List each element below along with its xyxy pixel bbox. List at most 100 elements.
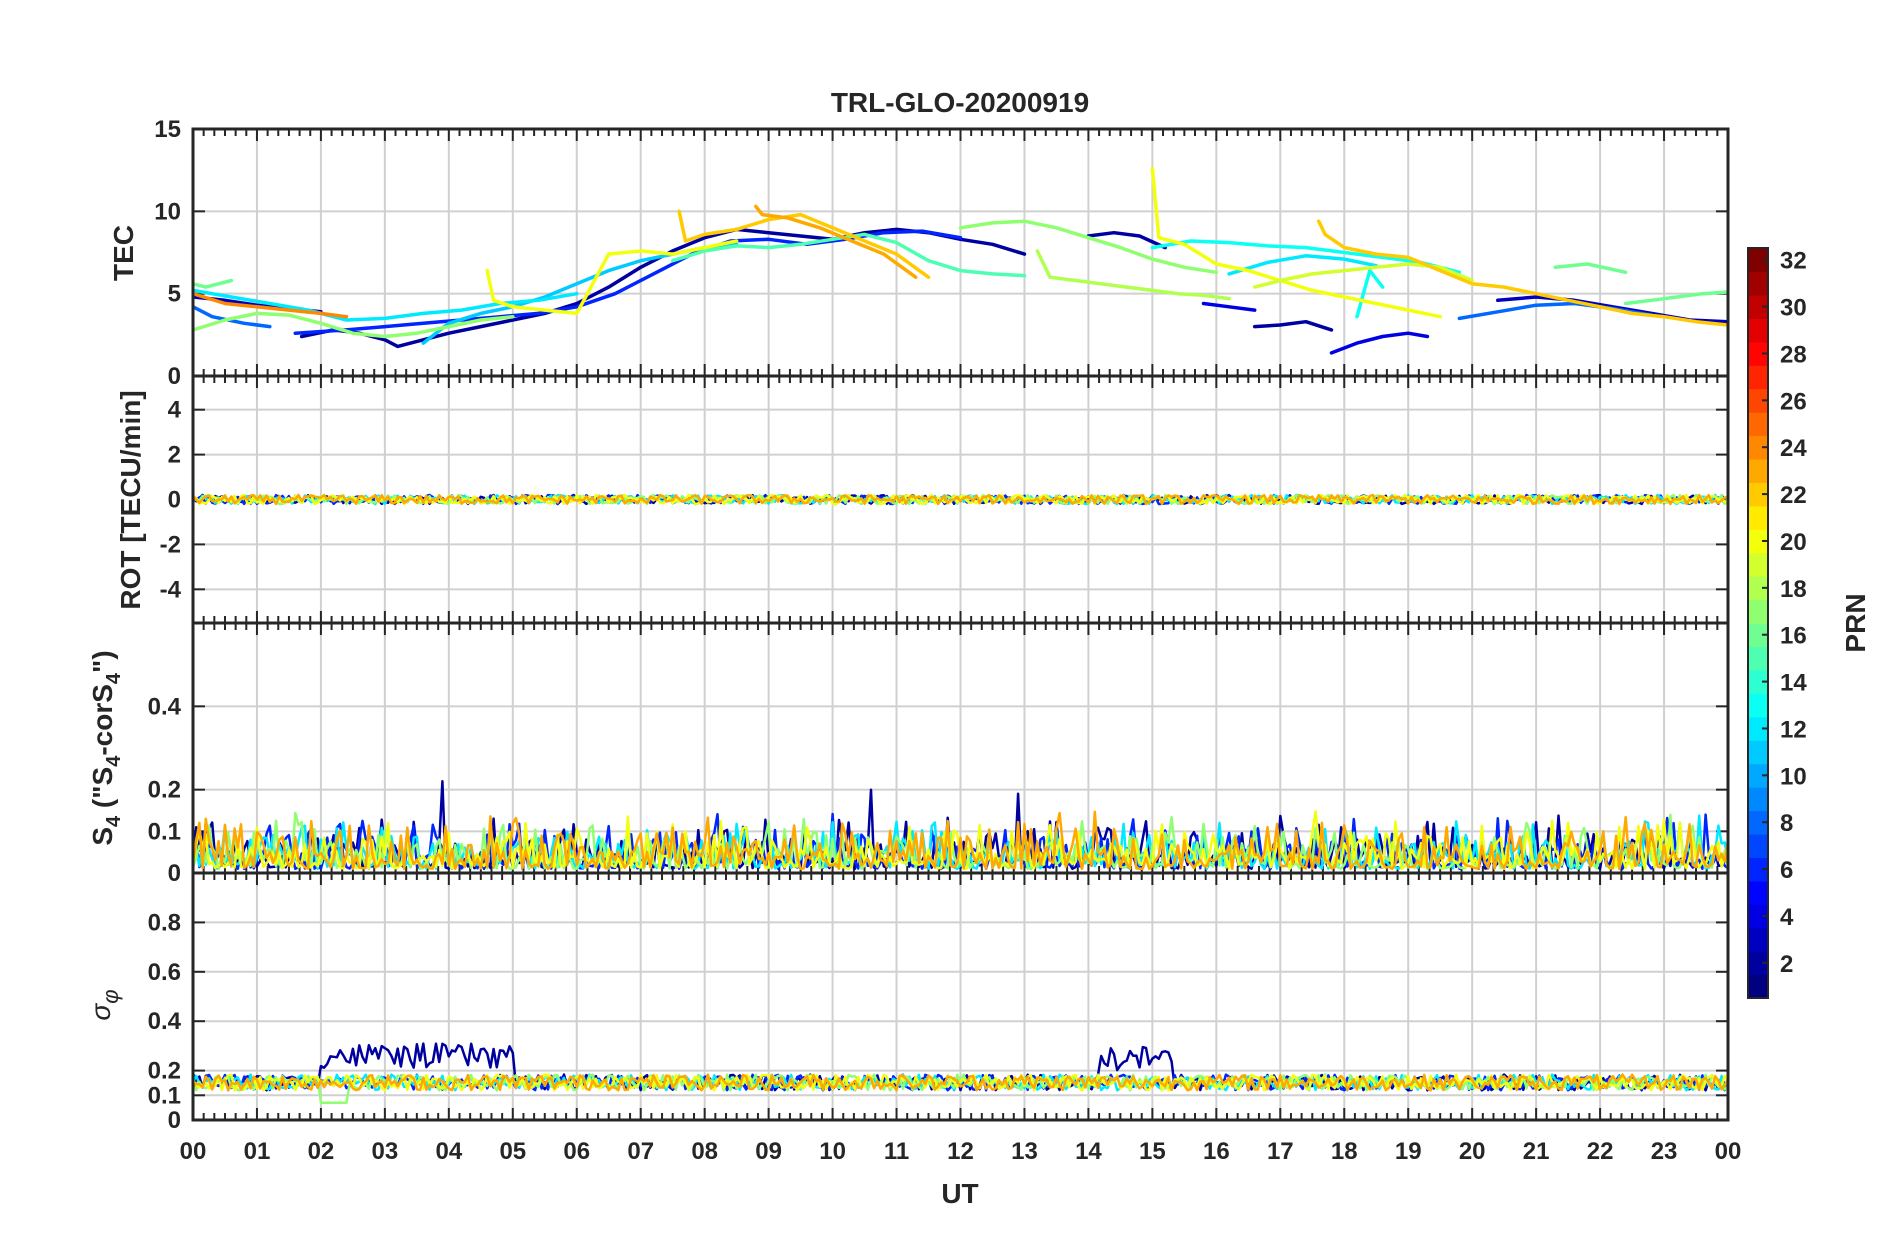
colorbar-swatch: [1748, 904, 1768, 929]
s4-ytick-label: 0: [168, 860, 181, 887]
x-tick-label: 10: [819, 1138, 846, 1165]
rot-ytick-label: -2: [160, 531, 181, 558]
sigma-ylabel: σφ: [85, 989, 123, 1020]
tec-series-prn-16: [193, 278, 234, 289]
colorbar-swatch: [1748, 341, 1768, 366]
x-tick-label: 17: [1267, 1138, 1294, 1165]
s4-ylabel: S4 ("S4-corS4"): [87, 650, 125, 845]
sigma-plot-area: [193, 1042, 1728, 1104]
s4-ytick-label: 0.4: [148, 693, 182, 720]
rot-series-prn-23: [193, 493, 1728, 506]
colorbar-tick-label: 20: [1780, 529, 1807, 556]
sigma-ytick-label: 0: [168, 1107, 181, 1134]
colorbar-swatch: [1748, 482, 1768, 507]
colorbar-swatch: [1748, 576, 1768, 601]
colorbar-tick-label: 4: [1780, 904, 1794, 931]
s4-series-prn-2: [193, 780, 1728, 871]
colorbar-swatch: [1748, 646, 1768, 671]
tec-series-prn-6: [293, 229, 963, 335]
colorbar-swatch: [1748, 599, 1768, 624]
sigma-ytick-label: 0.4: [148, 1008, 182, 1035]
tec-ytick-label: 10: [154, 198, 181, 225]
tec-series-prn-4: [1329, 331, 1430, 355]
s4-ytick-label: 0.2: [148, 777, 181, 804]
colorbar-swatch: [1748, 880, 1768, 905]
x-tick-label: 08: [691, 1138, 718, 1165]
colorbar-tick-label: 18: [1780, 576, 1807, 603]
s4-ylabel-rest: ("S: [87, 767, 118, 816]
tec-panel: 0 5 10 15 TEC: [108, 116, 1730, 390]
s4-plot-area: [193, 780, 1728, 871]
sigma-ytick-label: 0.6: [148, 959, 181, 986]
colorbar-tick-label: 2: [1780, 951, 1793, 978]
colorbar-tick-label: 8: [1780, 810, 1793, 837]
x-tick-label: 00: [180, 1138, 207, 1165]
colorbar-tick-label: 14: [1780, 670, 1807, 697]
x-tick-label: 21: [1523, 1138, 1550, 1165]
rot-ytick-label: 2: [168, 442, 181, 469]
x-tick-label: 11: [884, 1138, 909, 1165]
colorbar-tick-label: 26: [1780, 388, 1807, 415]
s4-ylabel-end: "): [87, 650, 118, 673]
colorbar-swatches: [1748, 248, 1768, 999]
x-tick-label: 09: [755, 1138, 782, 1165]
s4-panel: 0 0.1 0.2 0.4 S4 ("S4-corS4"): [87, 621, 1730, 887]
tec-series-prn-18: [1035, 249, 1231, 301]
tec-series-prn-16: [1553, 262, 1628, 275]
colorbar-tick-label: 10: [1780, 763, 1807, 790]
sigma-panel: 00.10.2 0.4 0.6 0.8 σφ: [85, 871, 1730, 1134]
tec-series-prn-2: [1086, 230, 1167, 250]
colorbar-swatch: [1748, 552, 1768, 577]
x-tick-label: 12: [947, 1138, 974, 1165]
s4-series-prn-20: [193, 810, 1728, 871]
colorbar-swatch: [1748, 294, 1768, 319]
colorbar-tick-label: 12: [1780, 716, 1807, 743]
x-tick-label: 18: [1331, 1138, 1358, 1165]
tec-series-prn-16: [1623, 290, 1728, 306]
colorbar-swatch: [1748, 318, 1768, 343]
chart-title: TRL-GLO-20200919: [831, 87, 1089, 118]
x-tick-label: 05: [499, 1138, 526, 1165]
tec-series-prn-17: [958, 219, 1219, 275]
tec-y-ticks: 0 5 10 15: [154, 116, 181, 390]
s4-ylabel-sub-a: 4: [103, 815, 125, 827]
colorbar-swatch: [1748, 623, 1768, 648]
x-axis-label: UT: [941, 1178, 978, 1209]
x-tick-label: 16: [1203, 1138, 1230, 1165]
s4-ytick-label: 0.1: [148, 818, 181, 845]
s4-series-prn-23: [193, 810, 1728, 871]
colorbar-swatch: [1748, 927, 1768, 952]
sigma-ytick-label: 0.8: [148, 909, 181, 936]
tec-series-prn-4: [1201, 301, 1257, 312]
tec-series-prn-20: [485, 239, 739, 316]
x-axis-ticks: 00 01 02 03 04 05 06 07 08 09 10 11 12 13 14 15 16 17 18 19…: [180, 1138, 1742, 1165]
tec-series-prn-13: [1150, 239, 1462, 275]
colorbar-swatch: [1748, 529, 1768, 554]
colorbar-swatch: [1748, 248, 1768, 273]
colorbar-swatch: [1748, 810, 1768, 835]
rot-ytick-label: 0: [168, 487, 181, 514]
x-tick-label: 22: [1587, 1138, 1614, 1165]
x-tick-label: 15: [1139, 1138, 1166, 1165]
colorbar-swatch: [1748, 412, 1768, 437]
x-tick-label: 04: [435, 1138, 462, 1165]
tec-series-prn-12: [193, 288, 579, 322]
colorbar-swatch: [1748, 693, 1768, 718]
colorbar-swatch: [1748, 833, 1768, 858]
tec-series-prn-12: [1227, 254, 1378, 276]
tec-series-prn-2: [1252, 319, 1334, 332]
s4-ylabel-sub-b: 4: [103, 755, 125, 767]
colorbar-swatch: [1748, 458, 1768, 483]
rot-ytick-label: -4: [160, 576, 182, 603]
colorbar-swatch: [1748, 857, 1768, 882]
rot-plot-area: [193, 493, 1728, 506]
colorbar-swatch: [1748, 435, 1768, 460]
colorbar-swatch: [1748, 271, 1768, 296]
tec-series-prn-23: [754, 204, 918, 279]
tec-series-prn-2: [299, 227, 1027, 349]
colorbar-tick-label: 24: [1780, 435, 1807, 462]
colorbar-swatch: [1748, 669, 1768, 694]
